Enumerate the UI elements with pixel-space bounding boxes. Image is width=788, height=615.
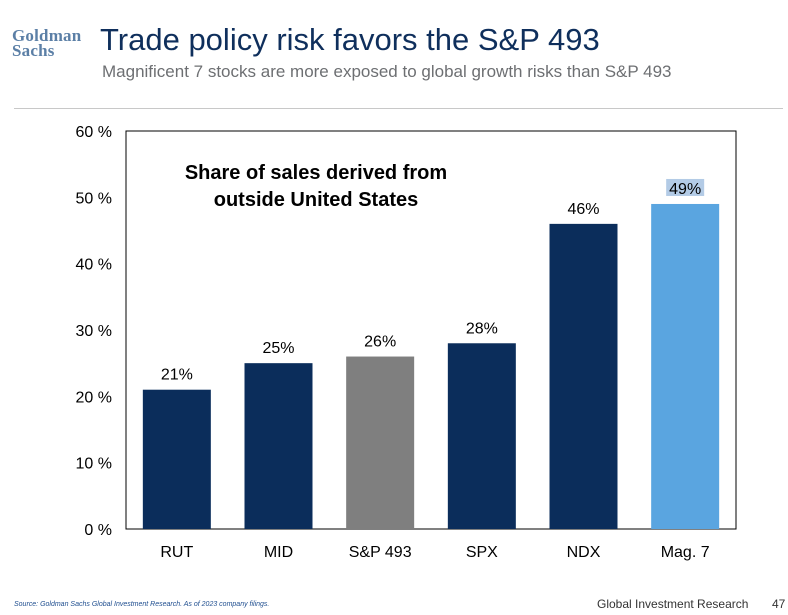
header-divider: [14, 108, 783, 109]
value-label: 25%: [262, 340, 294, 357]
x-tick-label: MID: [264, 544, 293, 561]
chart-inner-title-line-2: outside United States: [214, 189, 418, 211]
value-label: 26%: [364, 334, 396, 351]
page-title: Trade policy risk favors the S&P 493: [100, 22, 600, 57]
bar: [142, 389, 211, 529]
bar: [346, 356, 415, 529]
x-tick-label: SPX: [466, 544, 498, 561]
value-label: 28%: [466, 320, 498, 337]
x-tick-label: RUT: [160, 544, 193, 561]
value-label: 21%: [161, 367, 193, 384]
bar: [651, 203, 720, 529]
chart-inner-title-line-1: Share of sales derived from: [185, 162, 447, 184]
plot-area-frame: [125, 130, 737, 530]
y-tick-label: 50 %: [76, 190, 112, 207]
y-tick-label: 30 %: [76, 323, 112, 340]
value-label-highlight: [666, 178, 705, 196]
bar: [447, 343, 516, 529]
y-tick-label: 40 %: [76, 257, 112, 274]
page-number: 47: [772, 597, 786, 611]
x-tick-label: NDX: [567, 544, 601, 561]
logo-line-1: Goldman: [12, 26, 82, 45]
bar: [244, 363, 313, 529]
logo-line-2: Sachs: [12, 41, 55, 60]
page-subtitle: Magnificent 7 stocks are more exposed to…: [102, 62, 672, 81]
value-label: 49%: [669, 181, 701, 198]
x-tick-label: S&P 493: [349, 544, 412, 561]
footer-division: Global Investment Research: [597, 597, 749, 611]
goldman-sachs-logo: Goldman Sachs: [12, 26, 82, 60]
y-tick-label: 60 %: [76, 124, 112, 141]
source-note: Source: Goldman Sachs Global Investment …: [14, 601, 270, 608]
bar: [549, 223, 618, 529]
value-label: 46%: [567, 201, 599, 218]
y-tick-label: 20 %: [76, 389, 112, 406]
y-tick-label: 10 %: [76, 456, 112, 473]
y-tick-label: 0 %: [84, 522, 112, 539]
x-tick-label: Mag. 7: [661, 544, 710, 561]
